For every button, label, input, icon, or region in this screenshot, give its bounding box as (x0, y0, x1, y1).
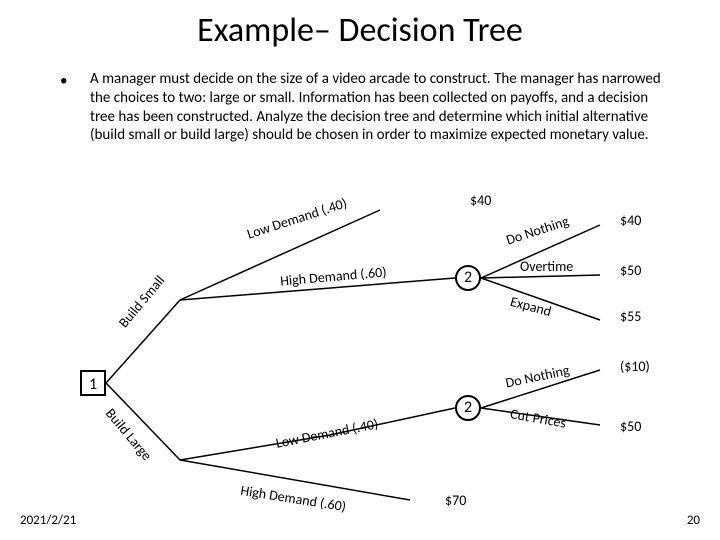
chance-node-2b: 2 (455, 395, 481, 421)
tree-edges (0, 180, 720, 520)
decision-node-1: 1 (80, 370, 106, 396)
body-text: A manager must decide on the size of a v… (90, 70, 670, 145)
decision-tree-diagram: 1 2 2 Build Small Build Large Low Demand… (0, 180, 720, 520)
payoff: $55 (620, 308, 641, 325)
payoff: $70 (445, 492, 466, 509)
payoff: $50 (620, 262, 641, 279)
payoff: $40 (620, 212, 641, 229)
bullet-marker: • (60, 72, 67, 90)
footer-date: 2021/2/21 (20, 513, 76, 528)
payoff: $40 (470, 192, 491, 209)
chance-node-2a: 2 (455, 265, 481, 291)
slide-title: Example– Decision Tree (0, 10, 720, 51)
edge-label: Overtime (520, 258, 573, 275)
payoff: $50 (620, 418, 641, 435)
footer-page-number: 20 (687, 513, 700, 528)
payoff: ($10) (620, 358, 650, 375)
